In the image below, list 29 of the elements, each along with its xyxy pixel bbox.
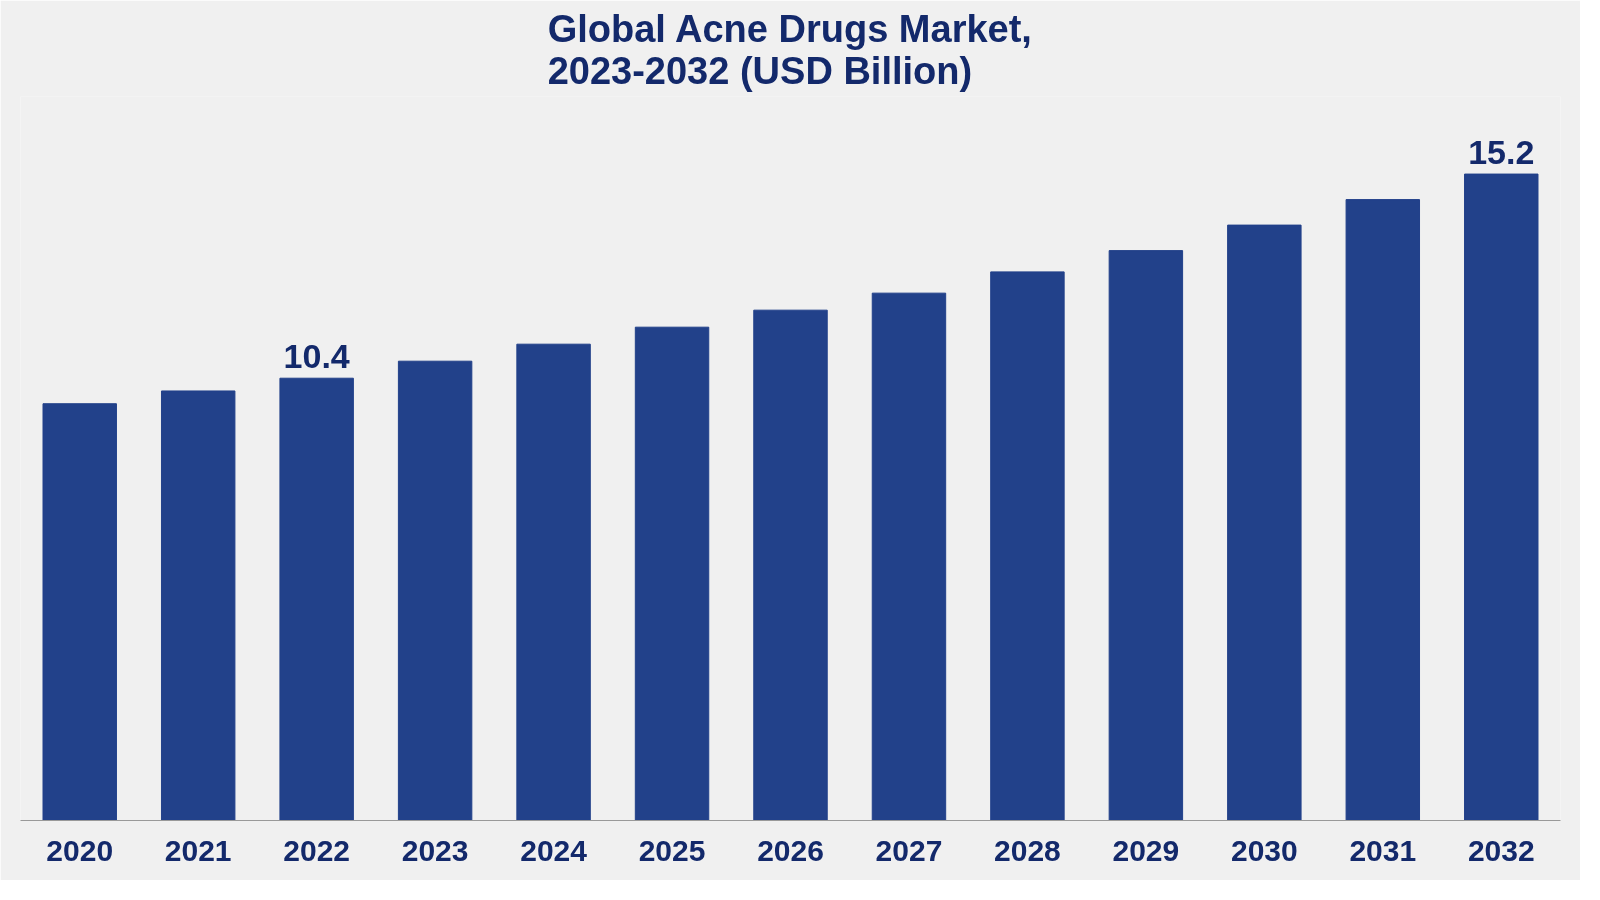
x-tick-label: 2028 xyxy=(994,833,1061,867)
bar xyxy=(1464,173,1539,821)
bar xyxy=(42,403,117,821)
x-tick-label: 2023 xyxy=(401,833,469,867)
x-tick-label: 2022 xyxy=(283,833,351,867)
chart-title: Global Acne Drugs Market, 2023-2032 (USD Billion) xyxy=(547,7,1032,92)
data-label: 10.4 xyxy=(283,337,350,376)
x-tick-label: 2029 xyxy=(1112,833,1180,867)
x-tick-label: 2020 xyxy=(46,833,114,867)
bar xyxy=(1108,250,1184,821)
x-tick-label: 2032 xyxy=(1467,833,1535,867)
bar xyxy=(753,309,828,821)
bar xyxy=(516,343,591,821)
x-tick-label: 2024 xyxy=(520,833,588,867)
bar xyxy=(397,360,473,821)
x-tick-label: 2031 xyxy=(1349,833,1417,867)
bar xyxy=(279,377,354,821)
x-tick-label: 2025 xyxy=(638,833,706,867)
bar xyxy=(1345,199,1421,821)
bar xyxy=(990,271,1065,821)
x-tick-label: 2021 xyxy=(164,833,232,867)
x-tick-label: 2026 xyxy=(757,833,824,867)
bar xyxy=(1227,224,1302,821)
bar xyxy=(871,292,947,821)
data-label: 15.2 xyxy=(1468,133,1535,172)
x-tick-label: 2030 xyxy=(1230,833,1298,867)
bar xyxy=(634,326,710,821)
x-tick-label: 2027 xyxy=(875,833,943,867)
bar xyxy=(160,390,236,821)
